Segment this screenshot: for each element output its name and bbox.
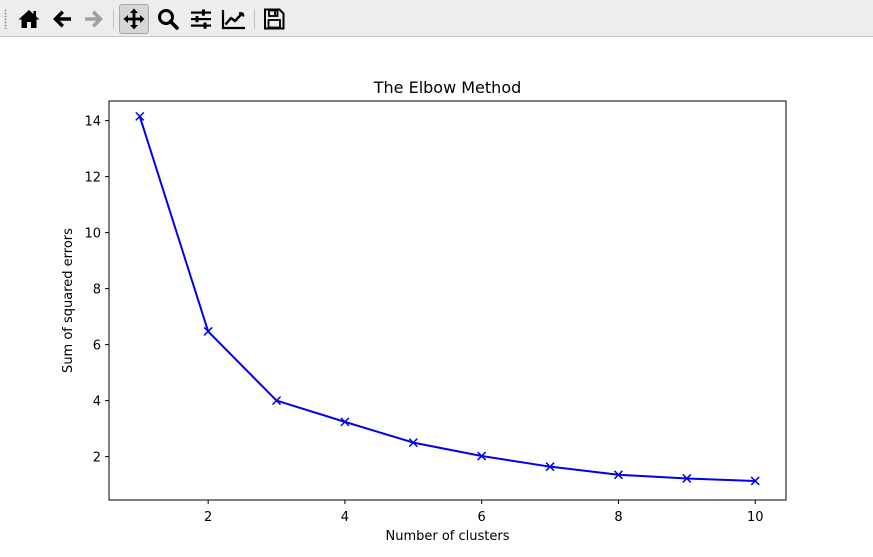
x-tick-label: 6 [478, 510, 486, 525]
data-point-marker [750, 476, 760, 486]
x-axis-label: Number of clusters [385, 529, 509, 544]
data-point-marker [135, 111, 145, 121]
pan-button[interactable] [119, 4, 149, 34]
data-point-marker [682, 473, 692, 483]
chart-title: The Elbow Method [373, 78, 522, 97]
y-axis-label: Sum of squared errors [61, 228, 76, 373]
x-tick-label: 10 [747, 510, 764, 525]
data-point-marker [545, 462, 555, 472]
navigation-toolbar [0, 0, 873, 37]
y-tick-label: 8 [93, 283, 101, 298]
data-point-marker [272, 396, 282, 406]
elbow-chart[interactable]: 2 4 6 8 10 2 4 6 8 10 12 14 The Elbow Method Number o… [0, 38, 873, 557]
y-tick-label: 2 [93, 451, 101, 466]
line-chart-icon [221, 10, 245, 30]
data-point-marker [613, 470, 623, 480]
magnifier-icon [158, 9, 179, 30]
data-point-marker [340, 417, 350, 427]
y-tick-label: 4 [93, 395, 101, 410]
home-button[interactable] [14, 4, 44, 34]
data-point-marker [203, 326, 213, 336]
sliders-icon [191, 9, 211, 29]
home-icon [18, 10, 40, 28]
data-point-marker [408, 438, 418, 448]
back-button[interactable] [47, 4, 77, 34]
move-icon [123, 8, 145, 30]
figure-canvas[interactable]: 2 4 6 8 10 2 4 6 8 10 12 14 The Elbow Method Number o… [0, 38, 873, 557]
subplots-button[interactable] [186, 4, 216, 34]
floppy-disk-icon [264, 8, 285, 30]
arrow-left-icon [53, 10, 71, 28]
x-tick-label: 2 [204, 510, 212, 525]
y-tick-label: 12 [84, 171, 101, 186]
y-tick-label: 14 [84, 115, 101, 130]
x-tick-label: 4 [341, 510, 349, 525]
zoom-button[interactable] [153, 4, 183, 34]
customize-button[interactable] [219, 4, 249, 34]
series-line [138, 116, 756, 482]
toolbar-separator [113, 9, 114, 29]
forward-button[interactable] [79, 4, 109, 34]
arrow-right-icon [85, 10, 103, 28]
data-point-marker [477, 451, 487, 461]
toolbar-separator [254, 9, 255, 29]
y-tick-label: 6 [93, 339, 101, 354]
save-button[interactable] [259, 4, 289, 34]
toolbar-grip[interactable] [4, 9, 7, 29]
y-tick-label: 10 [84, 227, 101, 242]
x-tick-label: 8 [614, 510, 622, 525]
axes-frame [108, 100, 787, 501]
